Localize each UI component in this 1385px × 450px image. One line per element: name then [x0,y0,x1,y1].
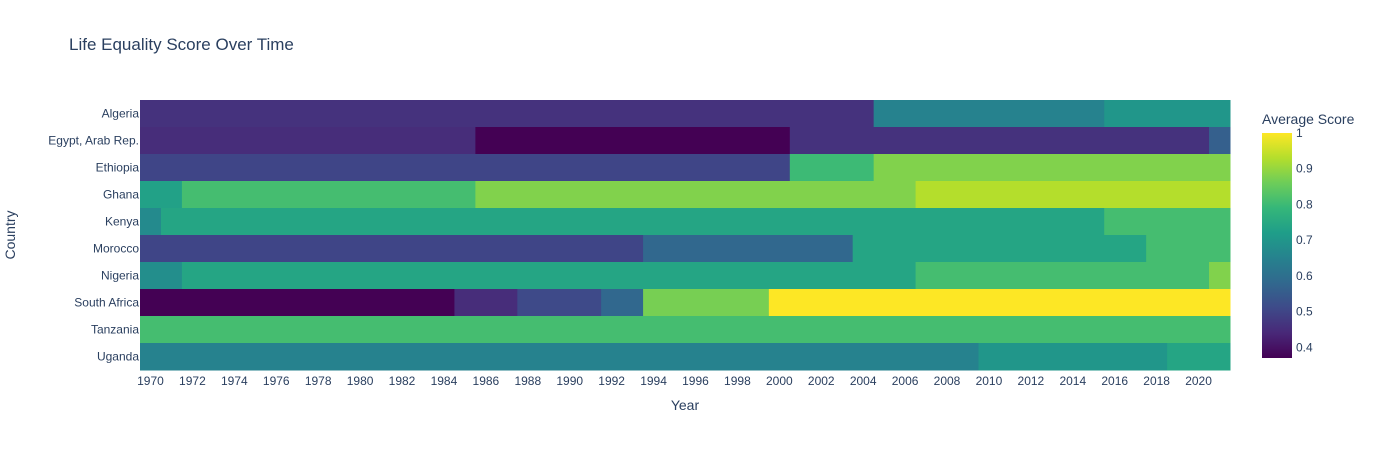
x-tick-label: 1984 [431,374,458,388]
x-tick-label: 2018 [1143,374,1170,388]
x-tick-label: 1990 [556,374,583,388]
heatmap-cell [1209,127,1231,155]
colorbar: Average Score 0.4 0.5 0.6 0.7 0.8 0.9 1 [1262,111,1355,358]
y-axis-title: Country [2,210,18,259]
y-tick-label: Ethiopia [96,161,140,175]
heatmap-cell [140,154,791,182]
heatmap-cell [873,154,1231,182]
x-tick-label: 2020 [1185,374,1212,388]
heatmap-cell [768,289,1231,317]
heatmap-cell [140,343,979,371]
colorbar-tick-label: 0.4 [1296,340,1313,354]
heatmap-cell [978,343,1168,371]
colorbar-tick-label: 0.8 [1296,197,1313,211]
x-tick-label: 2012 [1018,374,1045,388]
heatmap-cell [140,100,875,128]
x-axis-ticks: 1970 1972 1974 1976 1978 1980 1982 1984 1986 1988… [137,374,1212,388]
x-axis-title: Year [671,397,700,413]
y-tick-label: South Africa [74,296,139,310]
heatmap-cell [140,289,455,317]
y-axis-ticks: Algeria Egypt, Arab Rep. Ethiopia Ghana Keny… [48,107,139,364]
heatmap-cell [181,262,917,290]
colorbar-title: Average Score [1262,111,1355,127]
chart-title: Life Equality Score Over Time [69,35,294,54]
y-tick-label: Ghana [103,188,139,202]
heatmap-cell [454,289,518,317]
x-tick-label: 1994 [640,374,667,388]
colorbar-gradient [1262,133,1292,358]
heatmap-cell [852,235,1147,263]
x-tick-label: 2014 [1059,374,1086,388]
heatmap-cell [1209,262,1231,290]
y-tick-label: Algeria [102,107,140,121]
heatmap-cell [643,289,770,317]
heatmap-cell [475,181,917,209]
x-tick-label: 1980 [347,374,374,388]
heatmap-cell [181,181,476,209]
y-tick-label: Nigeria [101,269,139,283]
x-tick-label: 2016 [1101,374,1128,388]
y-tick-label: Egypt, Arab Rep. [48,134,139,148]
colorbar-ticks: 0.4 0.5 0.6 0.7 0.8 0.9 1 [1296,126,1313,354]
heatmap-cells [140,100,1231,371]
heatmap-cell [601,289,644,317]
y-tick-label: Morocco [93,242,139,256]
heatmap-cell [475,127,791,155]
heatmap-cell [140,316,1231,344]
heatmap-cell [517,289,602,317]
colorbar-tick-label: 0.5 [1296,305,1313,319]
x-tick-label: 1976 [263,374,290,388]
heatmap-cell [140,127,476,155]
x-tick-label: 1992 [598,374,625,388]
colorbar-tick-label: 1 [1296,126,1303,140]
x-tick-label: 2000 [766,374,793,388]
x-tick-label: 1988 [514,374,541,388]
y-tick-label: Tanzania [91,323,139,337]
heatmap-cell [915,262,1210,290]
heatmap-cell [160,208,1105,236]
heatmap-cell [1104,100,1231,128]
heatmap-cell [140,208,162,236]
heatmap-cell [643,235,854,263]
x-tick-label: 1982 [389,374,416,388]
heatmap-cell [1167,343,1231,371]
heatmap-cell [789,154,875,182]
x-tick-label: 1970 [137,374,164,388]
heatmap-cell [789,127,1210,155]
heatmap-cell [915,181,1231,209]
y-tick-label: Uganda [97,350,139,364]
x-tick-label: 1974 [221,374,248,388]
x-tick-label: 1996 [682,374,709,388]
x-tick-label: 1978 [305,374,332,388]
heatmap-cell [1104,208,1231,236]
x-tick-label: 2006 [892,374,919,388]
x-tick-label: 2010 [976,374,1003,388]
x-tick-label: 2004 [850,374,877,388]
heatmap-cell [140,181,183,209]
y-tick-label: Kenya [105,215,139,229]
x-tick-label: 1972 [179,374,206,388]
x-tick-label: 1986 [473,374,500,388]
x-tick-label: 1998 [724,374,751,388]
x-tick-label: 2002 [808,374,835,388]
x-tick-label: 2008 [934,374,961,388]
colorbar-tick-label: 0.6 [1296,269,1313,283]
heatmap-cell [140,262,183,290]
heatmap-cell [1146,235,1231,263]
colorbar-tick-label: 0.7 [1296,233,1313,247]
colorbar-tick-label: 0.9 [1296,162,1313,176]
heatmap-cell [140,235,644,263]
heatmap-cell [873,100,1105,128]
